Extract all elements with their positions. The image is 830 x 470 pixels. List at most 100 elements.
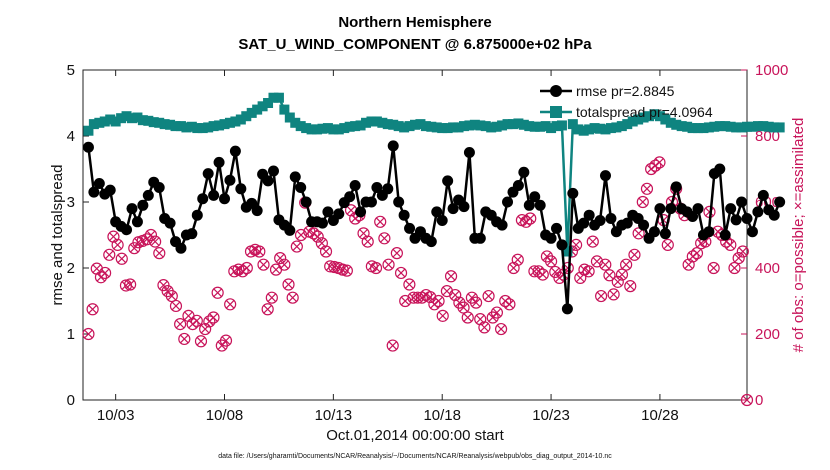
totalspread-point xyxy=(268,92,279,103)
obs-assimilated-marker xyxy=(155,248,164,258)
obs-possible-marker xyxy=(503,298,516,311)
totalspread-point xyxy=(698,123,709,134)
totalspread-point xyxy=(464,120,475,131)
obs-possible-marker xyxy=(178,332,191,346)
obs-assimilated-marker xyxy=(167,291,177,301)
obs-possible-marker xyxy=(94,271,108,284)
rmse-point xyxy=(757,189,769,201)
obs-assimilated-marker xyxy=(313,232,322,241)
obs-possible-marker xyxy=(311,230,324,243)
obs-possible-marker xyxy=(103,248,116,261)
totalspread-point xyxy=(703,122,714,133)
obs-possible-marker xyxy=(253,245,266,258)
obs-assimilated-marker xyxy=(259,260,268,269)
obs-possible-marker xyxy=(340,264,353,277)
obs-possible-marker xyxy=(724,238,737,251)
totalspread-point xyxy=(742,121,752,132)
obs-assimilated-marker xyxy=(609,290,618,299)
obs-assimilated-marker xyxy=(463,313,473,322)
totalspread-point xyxy=(676,121,687,132)
obs-assimilated-marker xyxy=(726,240,735,250)
obs-possible-marker xyxy=(599,258,612,271)
totalspread-series xyxy=(83,92,785,257)
obs-assimilated-marker xyxy=(584,267,593,276)
obs-assimilated-marker xyxy=(146,230,156,240)
obs-assimilated-marker xyxy=(471,298,481,307)
obs-possible-marker xyxy=(394,266,408,280)
totalspread-point xyxy=(175,121,186,132)
totalspread-point xyxy=(273,92,284,103)
obs-possible-marker xyxy=(449,288,462,302)
obs-possible-marker xyxy=(144,228,158,242)
obs-possible-marker xyxy=(390,247,403,260)
obs-assimilated-marker xyxy=(630,250,639,260)
rmse-point xyxy=(262,175,274,187)
rmse-point xyxy=(333,208,345,220)
totalspread-point xyxy=(709,121,720,132)
obs-assimilated-marker xyxy=(617,270,627,279)
totalspread-point xyxy=(469,119,480,130)
obs-possible-marker xyxy=(428,298,441,311)
obs-assimilated-marker xyxy=(634,229,643,238)
obs-assimilated-marker xyxy=(513,255,523,265)
totalspread-point xyxy=(83,125,94,136)
totalspread-point xyxy=(279,104,290,115)
rmse-point xyxy=(687,211,699,223)
obs-possible-marker xyxy=(369,261,383,275)
obs-possible-marker xyxy=(407,291,420,304)
totalspread-point xyxy=(426,121,437,132)
rmse-point xyxy=(208,189,220,201)
totalspread-point xyxy=(148,117,159,128)
rmse-point xyxy=(638,219,650,231)
plot-frame xyxy=(82,69,748,401)
totalspread-point xyxy=(290,117,301,128)
obs-possible-marker xyxy=(403,278,416,291)
obs-possible-marker xyxy=(620,258,633,271)
totalspread-point xyxy=(758,121,769,132)
rmse-point xyxy=(267,165,279,177)
totalspread-point xyxy=(181,122,192,133)
rmse-point xyxy=(93,178,105,190)
totalspread-point xyxy=(551,121,562,132)
rmse-point xyxy=(496,219,508,231)
rmse-point xyxy=(404,222,416,234)
legend-spread-marker xyxy=(550,106,562,118)
obs-assimilated-marker xyxy=(601,260,610,269)
totalspread-point xyxy=(105,114,116,125)
obs-possible-marker xyxy=(224,298,237,311)
totalspread-point xyxy=(687,123,698,134)
totalspread-point xyxy=(529,121,540,132)
totalspread-point xyxy=(284,112,295,123)
obs-assimilated-marker xyxy=(409,293,418,302)
chart-title: Northern Hemisphere xyxy=(338,14,491,31)
obs-possible-marker xyxy=(374,215,387,228)
totalspread-point xyxy=(88,119,99,130)
obs-assimilated-marker xyxy=(621,260,631,269)
obs-possible-marker xyxy=(736,245,749,258)
totalspread-point xyxy=(154,117,165,128)
totalspread-point xyxy=(121,111,132,122)
obs-possible-marker xyxy=(124,278,137,291)
totalspread-point xyxy=(94,117,105,128)
data-file-footnote: data file: /Users/gharamti/Documents/NCA… xyxy=(218,453,612,460)
obs-possible-marker xyxy=(278,258,291,271)
obs-possible-marker xyxy=(561,261,574,275)
rmse-point xyxy=(442,175,454,187)
totalspread-point xyxy=(263,98,274,108)
obs-possible-marker xyxy=(282,278,295,291)
obs-assimilated-marker xyxy=(105,250,114,260)
obs-possible-marker xyxy=(740,393,754,407)
obs-possible-marker xyxy=(236,265,249,278)
obs-assimilated-marker xyxy=(192,316,202,326)
totalspread-point xyxy=(235,114,246,125)
rmse-point xyxy=(142,189,154,201)
rmse-series xyxy=(82,140,786,315)
obs-possible-marker xyxy=(732,252,745,265)
totalspread-point xyxy=(350,121,361,132)
totalspread-point xyxy=(562,246,573,257)
x-axis-label: Oct.01,2014 00:00:00 start xyxy=(326,427,504,444)
obs-assimilated-marker xyxy=(742,395,752,405)
obs-assimilated-marker xyxy=(271,265,281,274)
totalspread-point xyxy=(126,113,137,124)
y-tick-label-right: 1000 xyxy=(755,62,788,79)
